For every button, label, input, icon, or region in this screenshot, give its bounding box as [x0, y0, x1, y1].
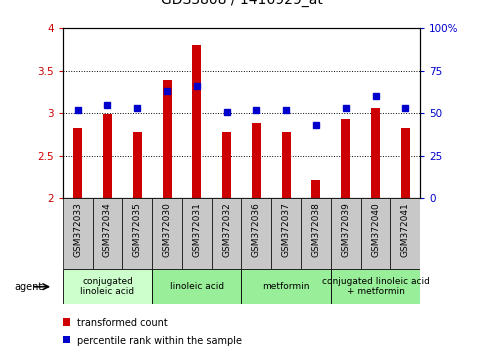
Bar — [242, 269, 331, 304]
Text: GSM372030: GSM372030 — [163, 202, 171, 257]
Text: conjugated
linoleic acid: conjugated linoleic acid — [80, 277, 135, 296]
Bar — [163, 80, 171, 198]
Bar — [252, 124, 261, 198]
Bar — [103, 114, 112, 198]
Bar — [390, 198, 420, 269]
Bar — [341, 119, 350, 198]
Text: GSM372040: GSM372040 — [371, 202, 380, 257]
Bar — [152, 198, 182, 269]
Bar — [182, 198, 212, 269]
Text: GSM372032: GSM372032 — [222, 202, 231, 257]
Bar — [93, 198, 122, 269]
Bar — [371, 108, 380, 198]
Bar — [282, 132, 291, 198]
Bar — [212, 198, 242, 269]
Bar — [361, 198, 390, 269]
Bar — [73, 128, 82, 198]
Bar — [401, 128, 410, 198]
Bar — [312, 179, 320, 198]
Text: transformed count: transformed count — [77, 318, 168, 328]
Text: GSM372039: GSM372039 — [341, 202, 350, 257]
Bar — [63, 198, 93, 269]
Text: conjugated linoleic acid
+ metformin: conjugated linoleic acid + metformin — [322, 277, 429, 296]
Bar — [192, 45, 201, 198]
Bar — [331, 198, 361, 269]
Text: GSM372031: GSM372031 — [192, 202, 201, 257]
Bar — [133, 132, 142, 198]
Bar — [122, 198, 152, 269]
Text: metformin: metformin — [262, 282, 310, 291]
Text: agent: agent — [14, 282, 43, 292]
Text: GSM372036: GSM372036 — [252, 202, 261, 257]
Text: GSM372033: GSM372033 — [73, 202, 82, 257]
Bar — [242, 198, 271, 269]
Text: GSM372034: GSM372034 — [103, 202, 112, 257]
Text: GSM372041: GSM372041 — [401, 202, 410, 257]
Text: linoleic acid: linoleic acid — [170, 282, 224, 291]
Bar — [152, 269, 242, 304]
Bar — [271, 198, 301, 269]
Text: GSM372037: GSM372037 — [282, 202, 291, 257]
Bar — [331, 269, 420, 304]
Bar — [63, 269, 152, 304]
Text: GSM372038: GSM372038 — [312, 202, 320, 257]
Bar — [222, 132, 231, 198]
Text: GDS3808 / 1416929_at: GDS3808 / 1416929_at — [160, 0, 323, 7]
Text: GSM372035: GSM372035 — [133, 202, 142, 257]
Text: percentile rank within the sample: percentile rank within the sample — [77, 336, 242, 346]
Bar — [301, 198, 331, 269]
